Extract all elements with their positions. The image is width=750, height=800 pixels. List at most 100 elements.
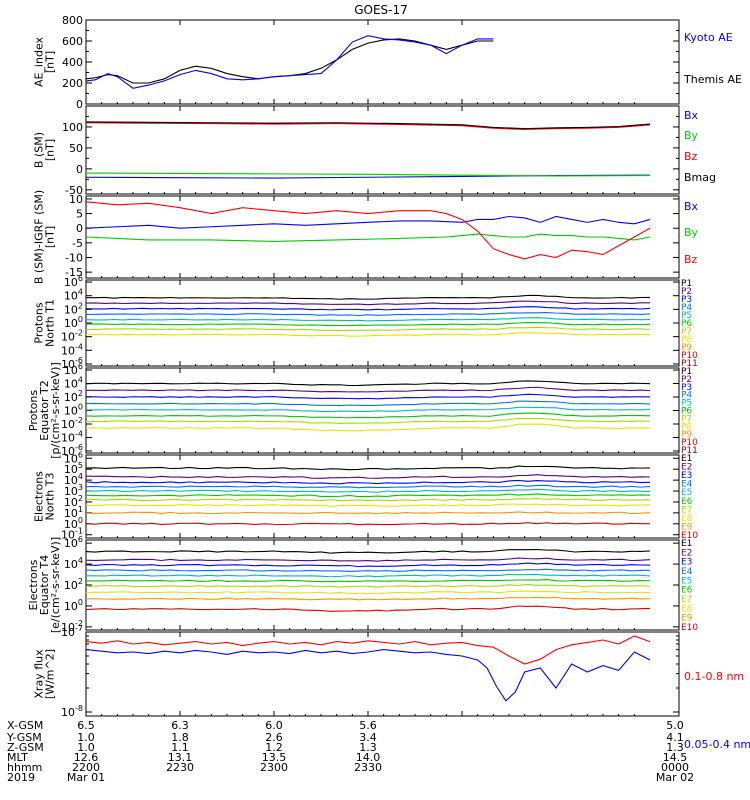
footer-value: 2200 <box>72 761 100 774</box>
series-bz <box>86 201 651 260</box>
legend-entry: Bx <box>684 109 699 122</box>
y-axis-label: B (SM)-IGRF (SM) <box>33 190 46 284</box>
y-axis-label: Equator T4 <box>38 555 51 615</box>
y-axis-label: Protons <box>27 390 40 431</box>
legend-entry: 0.05-0.4 nm <box>684 738 750 751</box>
legend-entry: P3 <box>681 383 692 393</box>
legend-entry: E4 <box>681 567 693 577</box>
series-group <box>86 35 494 89</box>
series-group <box>86 465 651 526</box>
series-e1 <box>86 548 651 554</box>
legend-entry: P8 <box>681 422 692 432</box>
legend-entry: E3 <box>681 558 692 568</box>
series-p8 <box>86 423 651 432</box>
y-tick-label: 100 <box>64 516 83 531</box>
footer-value: 6.3 <box>171 719 189 732</box>
y-tick-label: 100 <box>64 598 83 613</box>
y-axis-label: Electrons <box>27 559 40 610</box>
legend-entry: P2 <box>681 375 692 385</box>
y-tick-label: 0 <box>76 98 83 111</box>
legend-entry: Bz <box>684 150 698 163</box>
footer-value: 5.0 <box>666 719 684 732</box>
series-e10 <box>86 522 651 526</box>
legend-entry: E5 <box>681 576 692 586</box>
legend-entry: P5 <box>681 311 692 321</box>
footer-value: 1.8 <box>171 731 189 744</box>
y-tick-label: 101 <box>64 505 83 520</box>
series-p1 <box>86 380 651 387</box>
series-group <box>86 548 651 612</box>
y-tick-label: 10-6 <box>61 356 83 371</box>
legend-entry: P3 <box>681 295 692 305</box>
series-e3 <box>86 479 651 485</box>
legend-entry: P2 <box>681 287 692 297</box>
y-tick-label: 100 <box>64 315 83 330</box>
footer-value: 2330 <box>354 761 382 774</box>
series-e9 <box>86 596 651 601</box>
legend-entry: E6 <box>681 586 693 596</box>
series-p7 <box>86 417 651 424</box>
y-tick-label: -10 <box>65 252 83 265</box>
y-axis-label: [W/m^2] <box>44 649 57 699</box>
series-p7 <box>86 326 651 332</box>
series-e2 <box>86 474 651 479</box>
footer-value: 3.4 <box>359 731 377 744</box>
legend-entry: E2 <box>681 548 692 558</box>
footer-value: 1.3 <box>666 741 684 754</box>
footer-value: 14.5 <box>663 751 688 764</box>
series-e9 <box>86 511 651 515</box>
y-tick-label: -5 <box>72 237 83 250</box>
legend-entry: E6 <box>681 497 693 507</box>
y-tick-label: 10 <box>69 193 83 206</box>
y-tick-label: 105 <box>64 461 83 476</box>
series-e2 <box>86 557 651 562</box>
series-bx <box>86 215 651 229</box>
series-e4 <box>86 484 651 489</box>
panel-bsm: -50 0 50 100 B (SM)[nT] Bx By Bz Bmag <box>33 105 716 197</box>
footer-value: 1.1 <box>171 741 189 754</box>
y-tick-label: 10-8 <box>61 704 83 719</box>
panel-bigrf: -15-10 -5 05 10 B (SM)-IGRF (SM)[nT] Bx By Bz <box>33 190 699 284</box>
y-tick-label: 10-2 <box>61 416 83 431</box>
y-axis-label: [e/(cm²-s-sr-keV)] <box>49 537 62 633</box>
chart-title: GOES-17 <box>354 3 408 17</box>
legend-entry: P5 <box>681 399 692 409</box>
series-e4 <box>86 568 651 573</box>
y-tick-label: 10-2 <box>61 619 83 634</box>
series-0-1-0-8-nm <box>86 635 651 665</box>
series-p6 <box>86 321 651 327</box>
legend-entry: P10 <box>681 438 698 448</box>
legend-entry: E8 <box>681 514 693 524</box>
legend-entry: E1 <box>681 454 692 464</box>
footer-value: 1.3 <box>359 741 377 754</box>
legend-entry: P10 <box>681 351 698 361</box>
series-p1 <box>86 294 651 300</box>
legend-entry: E1 <box>681 539 692 549</box>
y-tick-label: 200 <box>62 77 83 90</box>
legend-entry: E4 <box>681 480 693 490</box>
series-by <box>86 233 651 242</box>
legend-entry: P11 <box>681 446 698 456</box>
y-tick-label: 800 <box>62 14 83 27</box>
legend-entry: P9 <box>681 430 692 440</box>
panel-frame <box>85 19 680 105</box>
series-group <box>86 201 651 260</box>
legend-entry: E7 <box>681 505 692 515</box>
legend-entry: E8 <box>681 604 693 614</box>
legend-entry: Kyoto AE <box>684 31 733 44</box>
series-p8 <box>86 332 651 337</box>
series-0-05-0-4-nm <box>86 649 651 702</box>
legend-entry: P7 <box>681 327 692 337</box>
footer-value: 6.5 <box>77 719 95 732</box>
series-e5 <box>86 488 651 493</box>
y-tick-label: 102 <box>64 577 83 592</box>
panel-ae: 0 200 400 600 800 AE_index[nT] Kyoto AE Themis … <box>33 14 742 111</box>
panel-frame <box>85 279 680 367</box>
y-tick-label: 5 <box>76 208 83 221</box>
y-axis-label: [nT] <box>44 139 57 161</box>
y-tick-label: 106 <box>64 362 83 377</box>
footer-value: 13.1 <box>168 751 193 764</box>
legend-entry: P6 <box>681 407 692 417</box>
